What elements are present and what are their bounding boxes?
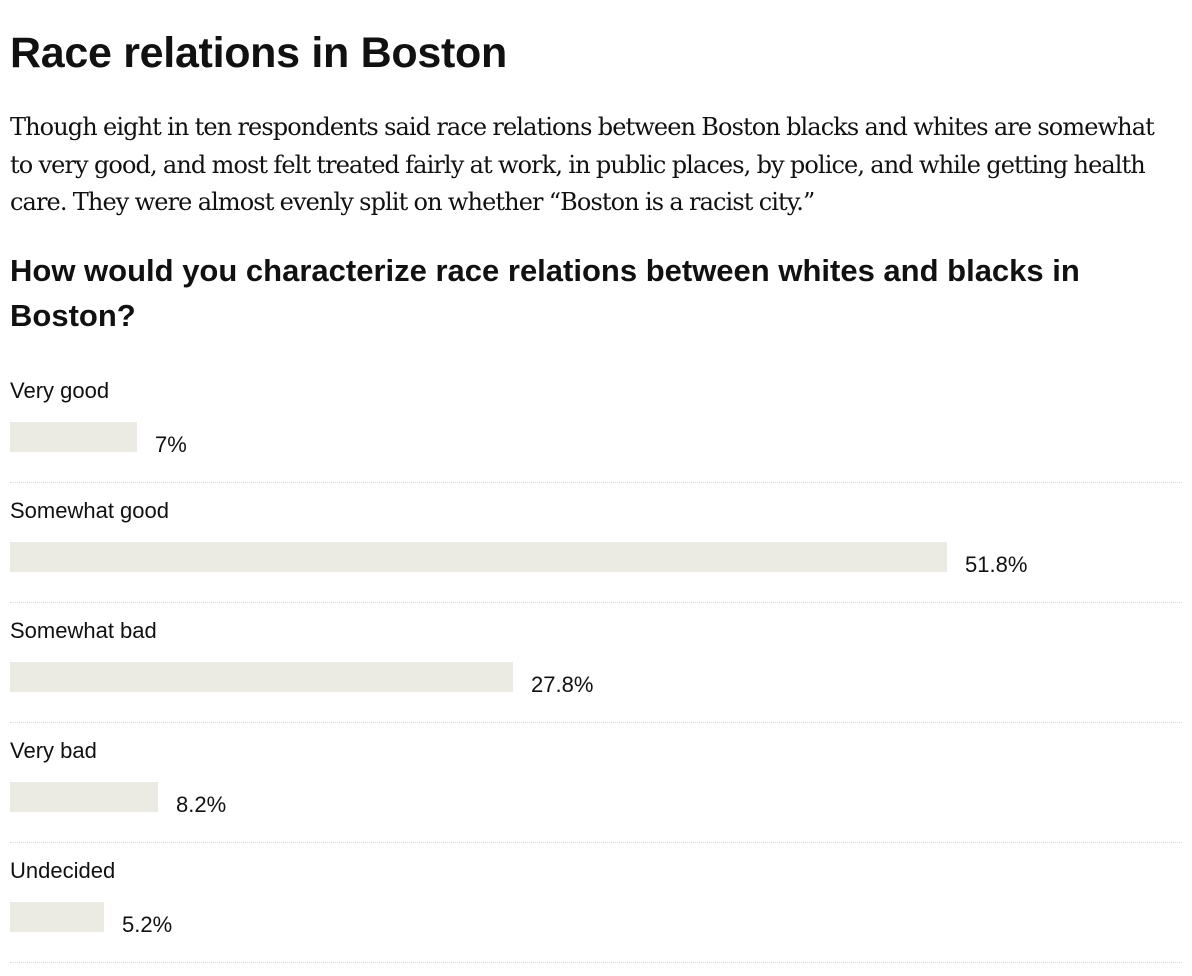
value-label: 5.2% (122, 912, 173, 937)
category-label: Somewhat bad (10, 618, 157, 643)
category-label: Somewhat good (10, 498, 169, 523)
bar-row: Very good 7% (10, 363, 1182, 483)
value-label: 8.2% (176, 792, 227, 817)
bar (10, 902, 104, 932)
bar-row: Undecided 5.2% (10, 843, 1182, 963)
bar-row: Very bad 8.2% (10, 723, 1182, 843)
chart-description: Though eight in ten respondents said rac… (10, 113, 1155, 216)
category-label: Very bad (10, 738, 97, 763)
chart-title: Race relations in Boston (10, 29, 507, 77)
bar (10, 422, 137, 452)
category-label: Undecided (10, 858, 116, 883)
bar-chart: Very good 7% Somewhat good 51.8% Somewhat ba… (10, 363, 1182, 963)
survey-question: How would you characterize race relation… (10, 253, 1080, 333)
bar (10, 542, 947, 572)
value-label: 7% (155, 432, 187, 457)
bar (10, 782, 158, 812)
bar-row: Somewhat bad 27.8% (10, 603, 1182, 723)
bar (10, 662, 513, 692)
value-label: 27.8% (531, 672, 594, 697)
value-label: 51.8% (965, 552, 1028, 577)
bar-row: Somewhat good 51.8% (10, 483, 1182, 603)
category-label: Very good (10, 378, 110, 403)
